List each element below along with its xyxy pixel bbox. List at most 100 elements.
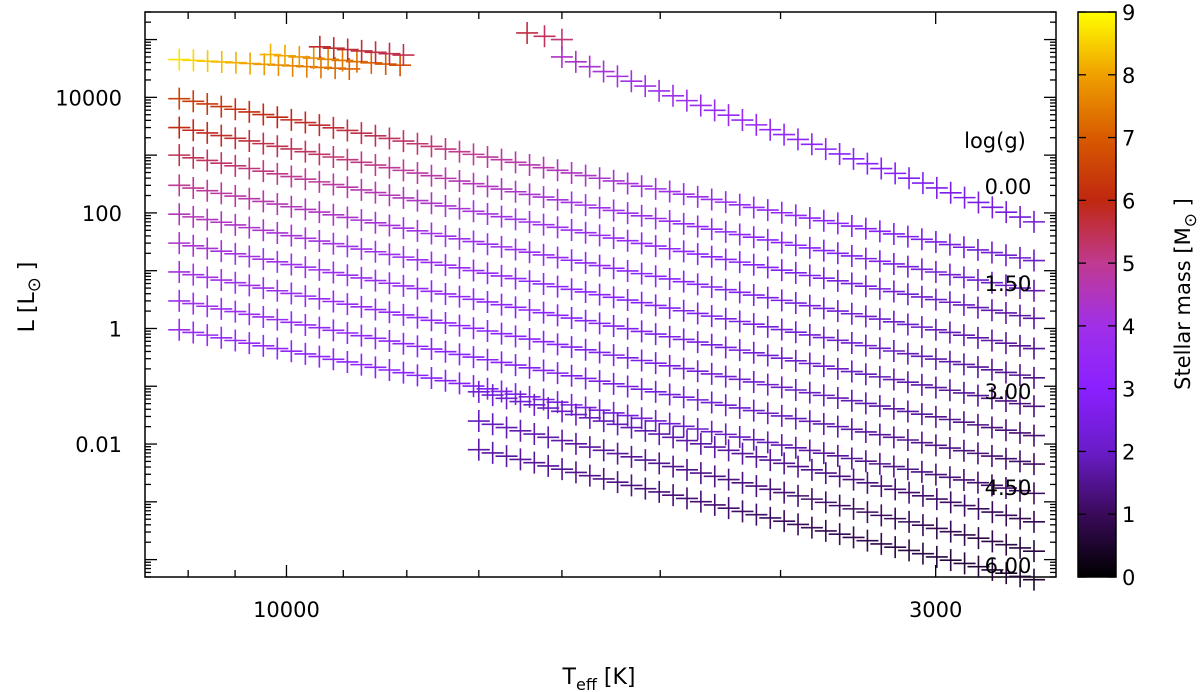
model-point <box>686 302 709 325</box>
model-point <box>495 445 518 468</box>
model-point <box>518 241 541 264</box>
model-point <box>616 289 639 312</box>
model-point <box>322 37 345 60</box>
model-point <box>742 370 765 393</box>
model-point <box>952 468 975 491</box>
model-point <box>616 346 639 369</box>
model-point <box>308 258 331 281</box>
model-point <box>742 196 765 219</box>
model-point <box>420 367 443 390</box>
model-point <box>550 45 573 68</box>
model-point <box>728 310 751 333</box>
model-point <box>854 392 877 415</box>
model-point <box>420 222 443 245</box>
model-point <box>616 375 639 398</box>
model-point <box>728 396 751 419</box>
model-point <box>182 177 205 200</box>
model-point <box>842 497 865 520</box>
model-point <box>252 334 275 357</box>
model-point <box>756 344 779 367</box>
model-point <box>868 452 891 475</box>
model-point <box>980 358 1003 381</box>
model-point <box>210 211 233 234</box>
model-point <box>210 240 233 263</box>
model-point <box>630 175 653 198</box>
model-point <box>532 388 555 411</box>
model-point <box>800 133 823 156</box>
model-point <box>826 387 849 410</box>
model-point <box>745 113 768 136</box>
model-point <box>966 471 989 494</box>
model-point <box>322 173 345 196</box>
model-point <box>406 132 429 155</box>
model-point <box>854 334 877 357</box>
model-point <box>476 146 499 169</box>
model-point <box>406 364 429 387</box>
model-point <box>770 376 793 399</box>
model-point <box>476 262 499 285</box>
model-point <box>728 339 751 362</box>
model-point <box>588 312 611 335</box>
model-point <box>560 393 583 416</box>
model-point <box>630 378 653 401</box>
model-point <box>224 329 247 352</box>
model-point <box>294 168 317 191</box>
model-point <box>882 339 905 362</box>
model-point <box>196 266 219 289</box>
model-point <box>686 215 709 238</box>
model-point <box>476 290 499 313</box>
model-point <box>938 321 961 344</box>
model-point <box>602 227 625 250</box>
model-point <box>392 274 415 297</box>
marker-layer <box>168 21 1045 591</box>
model-point <box>770 404 793 427</box>
model-point <box>532 213 555 236</box>
model-point <box>953 552 976 575</box>
model-point <box>870 504 893 527</box>
model-point <box>294 342 317 365</box>
model-point <box>182 234 205 257</box>
model-point <box>717 497 740 520</box>
model-point <box>546 362 569 385</box>
model-point <box>294 256 317 279</box>
model-point <box>826 300 849 323</box>
model-point <box>434 167 457 190</box>
model-point <box>939 491 962 514</box>
model-point <box>966 269 989 292</box>
model-point <box>350 209 373 232</box>
model-point <box>364 41 387 64</box>
model-point <box>288 45 311 68</box>
model-point <box>759 118 782 141</box>
model-point <box>756 431 779 454</box>
model-point <box>252 277 275 300</box>
model-point <box>770 259 793 282</box>
model-point <box>826 242 849 265</box>
model-point <box>308 316 331 339</box>
model-point <box>168 144 191 167</box>
model-point <box>523 451 546 474</box>
model-point <box>537 454 560 477</box>
model-point <box>504 238 527 261</box>
model-point <box>616 404 639 427</box>
model-point <box>842 147 865 170</box>
model-point <box>966 384 989 407</box>
model-point <box>661 84 684 107</box>
model-point <box>533 25 556 48</box>
model-point <box>1022 540 1045 563</box>
model-point <box>742 341 765 364</box>
model-point <box>840 360 863 383</box>
model-point <box>689 432 712 455</box>
model-point <box>462 346 485 369</box>
model-point <box>812 442 835 465</box>
model-point <box>1008 479 1031 502</box>
model-point <box>662 426 685 449</box>
model-point <box>280 224 303 247</box>
model-point <box>644 177 667 200</box>
model-point <box>322 348 345 371</box>
model-point <box>308 114 331 137</box>
model-point <box>266 221 289 244</box>
model-point <box>686 360 709 383</box>
model-point <box>224 185 247 208</box>
model-point <box>798 352 821 375</box>
model-point <box>770 434 793 457</box>
